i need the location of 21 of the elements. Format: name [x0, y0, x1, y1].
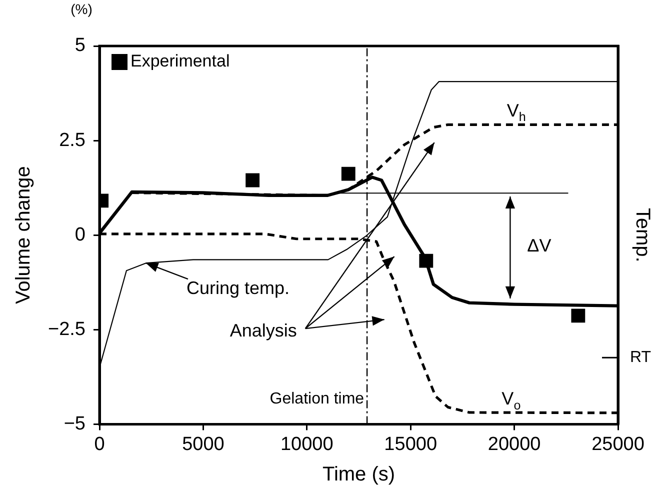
ref-line-label: Gelation time [270, 390, 364, 408]
y-tick-label: 2.5 [59, 130, 86, 151]
annotation: ΔV [527, 235, 552, 256]
y-tick-label: −5 [64, 413, 86, 434]
text: (%) [70, 0, 92, 17]
y2-axis-title: Temp. [631, 208, 654, 262]
text: RT [630, 349, 652, 366]
y-tick-label: 0 [74, 224, 86, 246]
annotation: Analysis [230, 320, 297, 341]
y-tick-label: −2.5 [48, 318, 86, 340]
y-tick-label: 5 [74, 35, 86, 56]
x-tick-label: 5000 [182, 434, 224, 455]
x-axis-title: Time (s) [322, 464, 396, 486]
x-tick-label: 25000 [592, 434, 644, 455]
x-tick-label: 15000 [384, 434, 438, 455]
x-tick-label: 0 [94, 434, 105, 455]
annotation: Curing temp. [186, 278, 290, 298]
x-tick-label: 10000 [280, 434, 334, 455]
y-axis-title: Volume change [12, 166, 35, 304]
x-tick-label: 20000 [488, 434, 541, 455]
legend-label: Experimental [130, 52, 230, 71]
